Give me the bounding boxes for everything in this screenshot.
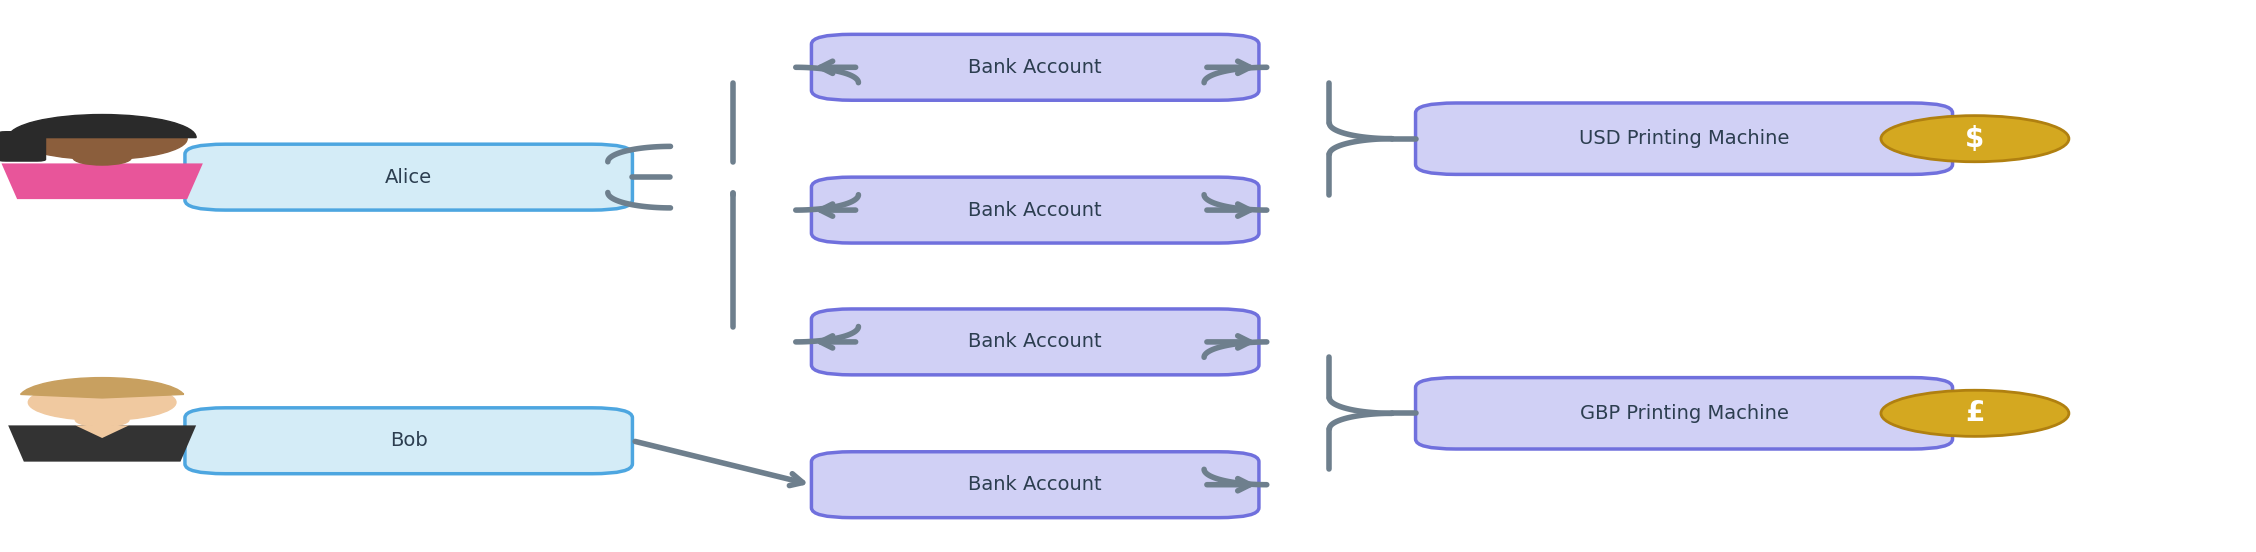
Text: £: £	[1965, 399, 1985, 427]
FancyBboxPatch shape	[0, 131, 45, 162]
Text: Bob: Bob	[390, 431, 429, 450]
FancyBboxPatch shape	[1415, 103, 1951, 174]
Wedge shape	[9, 114, 196, 137]
FancyBboxPatch shape	[812, 309, 1259, 375]
Text: GBP Printing Machine: GBP Printing Machine	[1579, 404, 1789, 423]
Circle shape	[1882, 115, 2069, 162]
Circle shape	[72, 151, 131, 165]
Text: $: $	[1965, 125, 1985, 153]
FancyBboxPatch shape	[1415, 378, 1951, 449]
Text: Bank Account: Bank Account	[968, 200, 1101, 220]
Polygon shape	[74, 426, 129, 438]
Text: Bank Account: Bank Account	[968, 332, 1101, 352]
FancyBboxPatch shape	[185, 144, 632, 210]
Circle shape	[1882, 390, 2069, 437]
Circle shape	[18, 118, 187, 160]
Text: USD Printing Machine: USD Printing Machine	[1579, 129, 1789, 148]
FancyBboxPatch shape	[812, 34, 1259, 100]
FancyBboxPatch shape	[812, 452, 1259, 518]
Circle shape	[74, 413, 129, 427]
Text: Bank Account: Bank Account	[968, 58, 1101, 77]
Text: Bank Account: Bank Account	[968, 475, 1101, 494]
Wedge shape	[20, 378, 183, 398]
Text: Alice: Alice	[386, 168, 433, 187]
FancyBboxPatch shape	[812, 177, 1259, 243]
Polygon shape	[9, 426, 196, 461]
Polygon shape	[2, 163, 203, 199]
FancyBboxPatch shape	[185, 408, 632, 474]
Circle shape	[29, 384, 176, 421]
